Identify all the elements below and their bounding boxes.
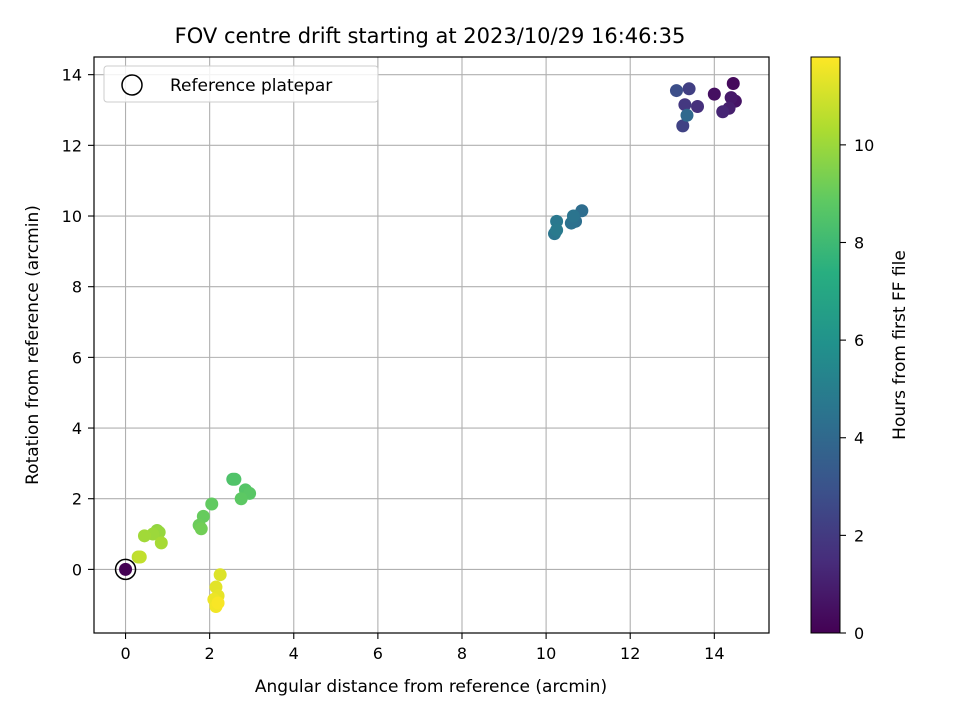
y-tick-label: 12 [62, 136, 82, 155]
scatter-point [669, 84, 683, 98]
scatter-point [119, 562, 133, 576]
scatter-point [678, 98, 692, 112]
scatter-point [228, 472, 242, 486]
legend: Reference platepar [103, 65, 379, 103]
scatter-point [234, 492, 248, 506]
scatter-point [205, 497, 219, 511]
y-tick-label: 4 [72, 419, 82, 438]
scatter-point [676, 119, 690, 133]
grid [94, 57, 769, 633]
legend-marker-icon [121, 74, 143, 96]
scatter-point [133, 550, 147, 564]
scatter-point [211, 596, 225, 610]
x-tick-label: 10 [536, 644, 556, 663]
y-tick-label: 8 [72, 278, 82, 297]
y-tick-label: 10 [62, 207, 82, 226]
scatter-point [682, 82, 696, 96]
y-tick-label: 0 [72, 560, 82, 579]
reference-platepar-marker [114, 558, 137, 581]
colorbar-tick-label: 0 [854, 624, 864, 643]
chart-title: FOV centre drift starting at 2023/10/29 … [175, 24, 686, 48]
colorbar-tick-label: 6 [854, 331, 864, 350]
y-axis-ticks: 0 2 4 6 8 10 12 14 [62, 66, 94, 579]
x-axis-ticks: 0 2 4 6 8 10 12 14 [120, 633, 725, 663]
scatter-point [724, 91, 738, 105]
colorbar: 0 2 4 6 8 10 Hours from first FF file [810, 56, 910, 643]
x-tick-label: 2 [205, 644, 215, 663]
scatter-point [154, 536, 168, 550]
colorbar-ticks: 0 2 4 6 8 10 [840, 136, 874, 643]
colorbar-gradient [810, 56, 841, 634]
plot-frame [93, 56, 770, 634]
y-tick-label: 6 [72, 348, 82, 367]
x-tick-label: 8 [457, 644, 467, 663]
colorbar-tick-label: 4 [854, 429, 864, 448]
y-tick-label: 14 [62, 66, 82, 85]
scatter-point [691, 99, 705, 113]
scatter-point [137, 529, 151, 543]
x-tick-label: 12 [620, 644, 640, 663]
reference-marker-layer [114, 558, 137, 581]
scatter-point [194, 522, 208, 536]
colorbar-tick-label: 2 [854, 526, 864, 545]
scatter-point [213, 568, 227, 582]
scatter-point [707, 87, 721, 101]
scatter-point [566, 209, 580, 223]
scatter-point [550, 223, 564, 237]
legend-box [103, 65, 379, 103]
scatter-point [680, 108, 694, 122]
y-axis-label: Rotation from reference (arcmin) [23, 205, 43, 485]
x-axis-label: Angular distance from reference (arcmin) [255, 677, 607, 697]
scatter-point [726, 77, 740, 91]
x-tick-label: 4 [289, 644, 299, 663]
colorbar-label: Hours from first FF file [890, 250, 910, 440]
x-tick-label: 0 [120, 644, 130, 663]
x-tick-label: 14 [704, 644, 724, 663]
colorbar-tick-label: 8 [854, 233, 864, 252]
scatter-points [119, 77, 742, 613]
colorbar-tick-label: 10 [854, 136, 874, 155]
x-tick-label: 6 [373, 644, 383, 663]
y-tick-label: 2 [72, 490, 82, 509]
scatter-point [716, 105, 730, 119]
legend-entry-reference: Reference platepar [170, 76, 332, 96]
